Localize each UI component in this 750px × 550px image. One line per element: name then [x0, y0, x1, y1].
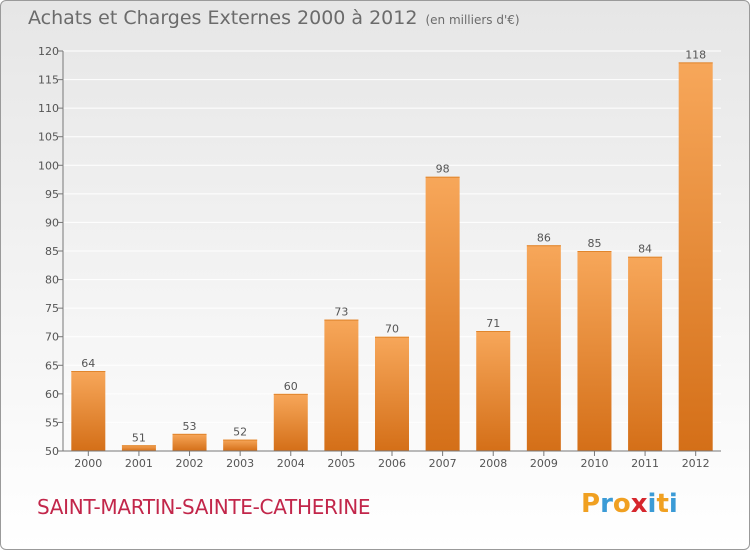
bar-2007: [425, 176, 460, 451]
bar-2005: [324, 319, 359, 451]
data-label: 51: [132, 431, 146, 444]
x-tick-label: 2002: [176, 457, 204, 470]
proxiti-logo: Proxiti: [581, 489, 678, 519]
y-tick-label: 90: [45, 216, 59, 229]
y-tick-label: 85: [45, 245, 59, 258]
bar-chart: 64 51 53 52 60 73 70 98 71 86 85 84 118 50 55 60 65 70 75…: [38, 45, 721, 470]
logo-letter: r: [600, 489, 613, 519]
x-tick-label: 2003: [226, 457, 254, 470]
data-label: 71: [486, 317, 500, 330]
title-text: Achats et Charges Externes 2000 à 2012: [28, 7, 418, 29]
y-tick-label: 60: [45, 388, 59, 401]
chart-subtitle: (en milliers d'€): [425, 13, 520, 27]
bar-2003: [223, 439, 258, 451]
bar-2001: [121, 445, 156, 451]
bar-2011: [628, 256, 663, 451]
x-tick-label: 2004: [277, 457, 305, 470]
logo-letter: i: [647, 489, 657, 519]
bar-2008: [476, 331, 511, 451]
data-label: 86: [537, 231, 551, 244]
x-tick-label: 2007: [429, 457, 457, 470]
x-tick-label: 2009: [530, 457, 558, 470]
y-tick-label: 100: [38, 159, 59, 172]
logo-letter: t: [656, 489, 669, 519]
data-label: 84: [638, 243, 652, 256]
y-tick-label: 65: [45, 359, 59, 372]
x-tick-label: 2001: [125, 457, 153, 470]
logo-letter: x: [630, 489, 648, 519]
y-tick-label: 95: [45, 188, 59, 201]
data-label: 53: [183, 420, 197, 433]
y-tick-label: 105: [38, 131, 59, 144]
y-tick-label: 120: [38, 45, 59, 58]
bar-2012: [678, 62, 713, 452]
data-label: 73: [334, 306, 348, 319]
x-tick-label: 2006: [378, 457, 406, 470]
x-tick-label: 2011: [631, 457, 659, 470]
commune-name: SAINT-MARTIN-SAINTE-CATHERINE: [37, 495, 371, 519]
bar-2006: [375, 336, 409, 451]
data-label: 118: [685, 48, 706, 61]
bar-2010: [577, 251, 612, 451]
y-tick-label: 75: [45, 302, 59, 315]
x-tick-label: 2012: [682, 457, 710, 470]
bar-2009: [526, 245, 561, 451]
x-tick-label: 2010: [580, 457, 608, 470]
data-label: 64: [81, 357, 95, 370]
logo-letter: o: [612, 489, 631, 519]
data-label: 52: [233, 426, 247, 439]
chart-title: Achats et Charges Externes 2000 à 2012 (e…: [28, 7, 520, 29]
y-tick-label: 55: [45, 416, 59, 429]
y-tick-label: 80: [45, 274, 59, 287]
x-tick-label: 2008: [479, 457, 507, 470]
data-label: 85: [587, 237, 601, 250]
bar-2004: [273, 393, 308, 451]
data-label: 60: [284, 380, 298, 393]
x-tick-label: 2005: [327, 457, 355, 470]
x-tick-label: 2000: [74, 457, 102, 470]
y-tick-label: 115: [38, 74, 59, 87]
y-tick-label: 50: [45, 445, 59, 458]
data-label: 98: [436, 163, 450, 176]
bar-2002: [172, 433, 207, 451]
logo-letter: i: [668, 489, 678, 519]
data-label: 70: [385, 323, 399, 336]
logo-letter: P: [581, 489, 601, 519]
bar-2000: [71, 371, 106, 451]
y-tick-label: 70: [45, 331, 59, 344]
y-tick-label: 110: [38, 102, 59, 115]
